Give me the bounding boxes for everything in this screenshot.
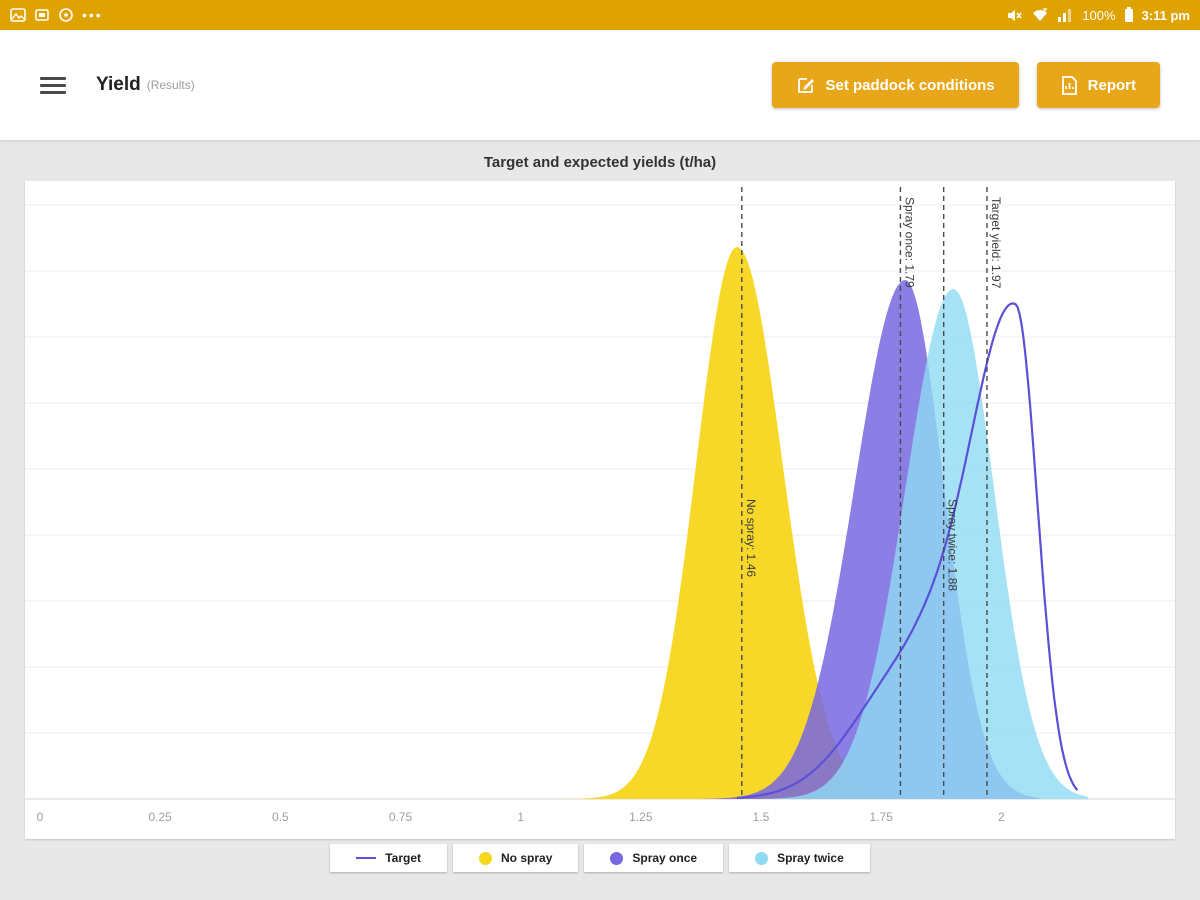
legend-marker [356,857,377,859]
yield-chart: 0 0.25 0.5 0.75 1 1.25 1.5 1.75 2 No spray: 1.46 S… [25,187,1175,824]
gallery-icon [10,8,26,22]
legend-marker [755,851,769,865]
x-tick-label: 0 [37,810,44,824]
report-icon [1061,75,1077,95]
annotation-label: No spray: 1.46 [744,499,758,577]
menu-icon[interactable] [40,73,66,98]
series-area-no-spray [544,247,925,799]
x-tick-label: 1.75 [870,810,894,824]
set-paddock-conditions-label: Set paddock conditions [825,76,995,94]
battery-percent: 100% [1082,7,1116,23]
set-paddock-conditions-button[interactable]: Set paddock conditions [772,62,1019,108]
status-bar-left: ••• [10,7,103,23]
legend-label: Target [385,851,422,865]
legend-marker [479,851,493,865]
series-area-spray-twice [761,289,1088,799]
content-area: Target and expected yields (t/ha) 0 0.25 0… [0,140,1200,872]
app-header: Yield (Results) Set paddock conditions R… [0,30,1200,140]
legend-item-spray-once[interactable]: Spray once [584,844,724,872]
annotation-label: Spray once: 1.79 [902,197,916,288]
mute-icon [1008,9,1022,21]
signal-icon [1058,8,1072,22]
page-title: Yield [96,74,141,95]
page-subtitle: (Results) [146,78,195,92]
legend-label: Spray twice [777,851,844,865]
x-tick-label: 0.75 [389,810,413,824]
legend-label: No spray [501,851,553,865]
x-tick-label: 0.5 [272,810,289,824]
report-label: Report [1087,76,1136,94]
status-bar-right: 100% 3:11 pm [1006,7,1190,23]
legend-item-no-spray[interactable]: No spray [453,844,579,872]
x-tick-label: 1 [517,810,524,824]
chart-legend: Target No spray Spray once Spray twice [0,844,1200,872]
clock: 3:11 pm [1141,7,1190,23]
x-tick-label: 0.25 [148,810,172,824]
x-tick-label: 1.5 [753,810,770,824]
screenshot-icon [35,9,49,21]
legend-marker [610,851,624,865]
wifi-icon [1033,7,1048,21]
x-tick-label: 1.25 [629,810,653,824]
legend-label: Spray once [632,851,698,865]
chart-title: Target and expected yields (t/ha) [483,154,717,171]
circle-icon [59,8,73,22]
edit-icon [798,77,815,93]
battery-icon [1124,7,1133,22]
x-tick-label: 2 [998,810,1005,824]
status-bar: ••• 100% 3:11 pm [0,0,1200,30]
series-line-target [736,302,1079,799]
annotation-label: Spray twice: 1.88 [946,499,960,591]
legend-item-target[interactable]: Target [330,844,448,872]
report-button[interactable]: Report [1036,62,1160,108]
overflow-dots: ••• [82,7,103,23]
legend-item-spray-twice[interactable]: Spray twice [729,844,870,872]
chart-panel: 0 0.25 0.5 0.75 1 1.25 1.5 1.75 2 No spray: 1.46 S… [25,181,1175,839]
annotation-label: Target yield: 1.97 [989,197,1003,289]
